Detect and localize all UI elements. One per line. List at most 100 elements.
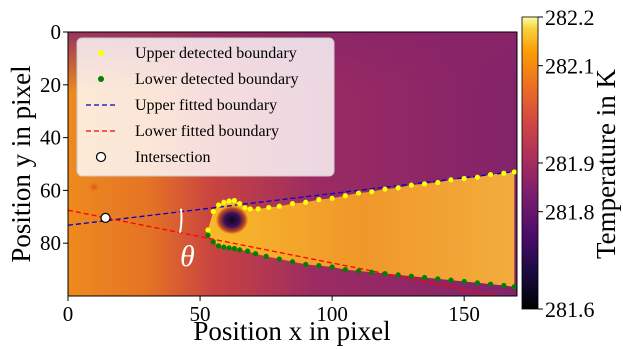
lower-boundary-point <box>474 280 480 286</box>
lower-boundary-point <box>231 245 237 252</box>
legend-entry-upper-detected: Upper detected boundary <box>98 45 297 62</box>
lower-boundary-point <box>263 253 269 259</box>
colorbar-gradient <box>521 16 539 310</box>
lower-boundary-point <box>461 278 467 285</box>
y-tick-label: 60 <box>40 178 61 202</box>
lower-boundary-point <box>421 274 428 281</box>
y-tick-label: 0 <box>51 20 62 44</box>
upper-boundary-point <box>342 193 348 199</box>
boundary-markers <box>205 169 517 290</box>
lower-fitted-boundary-line <box>68 209 501 296</box>
upper-boundary-point <box>395 185 401 191</box>
legend: Upper detected boundary Lower detected bo… <box>76 37 335 177</box>
upper-boundary-point <box>369 189 375 195</box>
legend-swatch <box>98 50 104 56</box>
x-axis-ticks: 0 50 100 150 <box>63 296 480 326</box>
upper-boundary-point <box>210 208 216 215</box>
upper-boundary-point <box>329 195 335 201</box>
upper-boundary-point <box>303 199 309 205</box>
lower-boundary-point <box>408 273 414 279</box>
intersection-point <box>100 212 111 223</box>
lower-boundary-point <box>237 247 243 253</box>
angle-label: θ <box>180 240 195 273</box>
colorbar-tick-label: 281.8 <box>545 200 595 225</box>
x-tick-label: 100 <box>316 302 348 326</box>
heatmap-hot-spot <box>215 205 249 235</box>
lower-boundary-point <box>382 270 388 277</box>
upper-boundary-point <box>382 186 388 192</box>
x-tick-label: 150 <box>448 302 480 326</box>
lower-boundary-point <box>221 244 227 250</box>
lower-boundary-point <box>316 263 322 269</box>
lower-boundary-point <box>369 269 375 275</box>
upper-boundary-point <box>355 190 362 196</box>
colorbar-tick-label: 282.1 <box>545 54 595 79</box>
legend-label: Intersection <box>135 149 211 166</box>
upper-boundary-point <box>448 177 454 183</box>
legend-entry-lower-fitted: Lower fitted boundary <box>86 123 279 140</box>
legend-swatch <box>98 76 104 82</box>
lower-boundary-point <box>511 284 517 290</box>
legend-label: Upper detected boundary <box>135 45 297 62</box>
lower-boundary-point <box>395 272 401 278</box>
upper-fitted-boundary-line <box>68 170 517 226</box>
legend-box <box>76 37 335 177</box>
lower-boundary-point <box>276 256 282 262</box>
legend-swatch <box>95 151 107 163</box>
x-tick-label: 50 <box>190 302 211 326</box>
lower-boundary-point <box>501 282 507 289</box>
upper-boundary-point <box>205 227 211 233</box>
upper-boundary-point <box>226 198 232 204</box>
colorbar: 281.6 281.8 281.9 282.1 282.2 Temperature in… <box>521 5 621 322</box>
colorbar-label: Temperature in K <box>591 68 621 259</box>
lower-boundary-point <box>289 259 296 265</box>
upper-boundary-point <box>247 206 253 212</box>
lower-boundary-point <box>252 251 259 257</box>
lower-boundary-point <box>210 239 216 245</box>
upper-boundary-point <box>408 182 414 188</box>
legend-entry-intersection: Intersection <box>95 149 211 166</box>
colorbar-tick-label: 281.9 <box>545 151 595 176</box>
lower-boundary-point <box>355 268 362 274</box>
upper-boundary-point <box>266 204 272 211</box>
legend-entry-upper-fitted: Upper fitted boundary <box>86 97 277 114</box>
lower-boundary-point <box>205 232 211 238</box>
lower-boundary-point <box>342 267 348 273</box>
y-tick-label: 40 <box>40 126 61 150</box>
plot-frame <box>67 31 518 297</box>
legend-entry-lower-detected: Lower detected boundary <box>98 71 298 88</box>
upper-boundary-point <box>221 199 227 205</box>
lower-boundary-point <box>226 245 232 251</box>
upper-boundary-point <box>289 201 296 207</box>
lower-boundary-point <box>303 261 309 267</box>
upper-boundary-point <box>435 179 441 186</box>
x-axis-label: Position x in pixel <box>193 316 390 346</box>
upper-boundary-point <box>511 169 517 175</box>
upper-boundary-point <box>276 203 282 209</box>
upper-boundary-point <box>474 174 480 180</box>
y-tick-label: 20 <box>40 73 61 97</box>
lower-boundary-point <box>448 277 454 283</box>
colorbar-tick-label: 281.6 <box>545 297 595 322</box>
upper-boundary-point <box>461 175 467 182</box>
heatmap-small-warm-spot <box>87 180 101 194</box>
y-axis-label: Position y in pixel <box>6 65 36 262</box>
heatmap-plume <box>207 171 515 287</box>
legend-label: Lower detected boundary <box>135 71 298 88</box>
lower-boundary-point <box>215 243 222 249</box>
upper-boundary-point <box>237 201 243 207</box>
fitted-lines <box>68 170 517 296</box>
angle-arc <box>179 208 183 233</box>
colorbar-ticks: 281.6 281.8 281.9 282.1 282.2 <box>538 5 595 322</box>
upper-boundary-point <box>487 171 494 178</box>
upper-boundary-point <box>421 181 428 187</box>
upper-boundary-point <box>231 197 237 204</box>
lower-boundary-point <box>487 281 494 287</box>
y-tick-label: 80 <box>40 231 61 255</box>
upper-boundary-point <box>501 170 507 176</box>
y-axis-ticks: 0 20 40 60 80 <box>40 20 68 255</box>
upper-boundary-point <box>215 202 222 208</box>
lower-boundary-point <box>245 248 251 254</box>
lower-boundary-point <box>329 264 335 270</box>
